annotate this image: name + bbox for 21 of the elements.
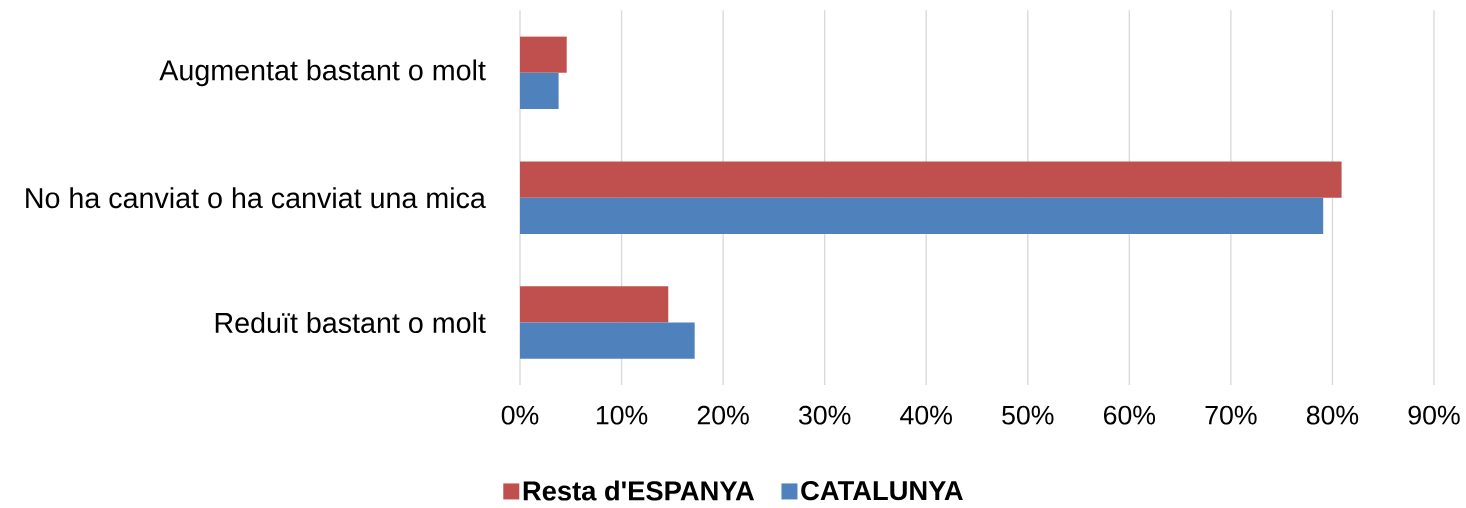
bar bbox=[520, 197, 1324, 235]
x-tick-label: 80% bbox=[1306, 405, 1359, 425]
x-tick-label: 20% bbox=[697, 405, 749, 425]
x-tick-label: 70% bbox=[1205, 405, 1257, 425]
x-tick-label: 60% bbox=[1104, 405, 1156, 425]
bar bbox=[520, 286, 669, 323]
bar bbox=[520, 322, 695, 359]
legend-label: Resta d'ESPANYA bbox=[523, 480, 755, 501]
bar bbox=[520, 36, 567, 73]
x-tick-label: 40% bbox=[900, 405, 952, 425]
legend-label: CATALUNYA bbox=[801, 481, 963, 501]
y-tick-label: Augmentat bastant o molt bbox=[159, 59, 486, 87]
x-tick-label: 90% bbox=[1408, 405, 1460, 425]
x-tick-label: 0% bbox=[501, 405, 539, 425]
bar bbox=[520, 72, 559, 110]
x-tick-label: 50% bbox=[1002, 405, 1054, 425]
bar bbox=[520, 161, 1342, 198]
x-tick-label: 10% bbox=[596, 405, 648, 425]
y-tick-label: Reduït bastant o molt bbox=[215, 312, 486, 334]
x-tick-label: 30% bbox=[799, 405, 851, 425]
y-tick-label: No ha canviat o ha canviat una mica bbox=[26, 187, 486, 209]
